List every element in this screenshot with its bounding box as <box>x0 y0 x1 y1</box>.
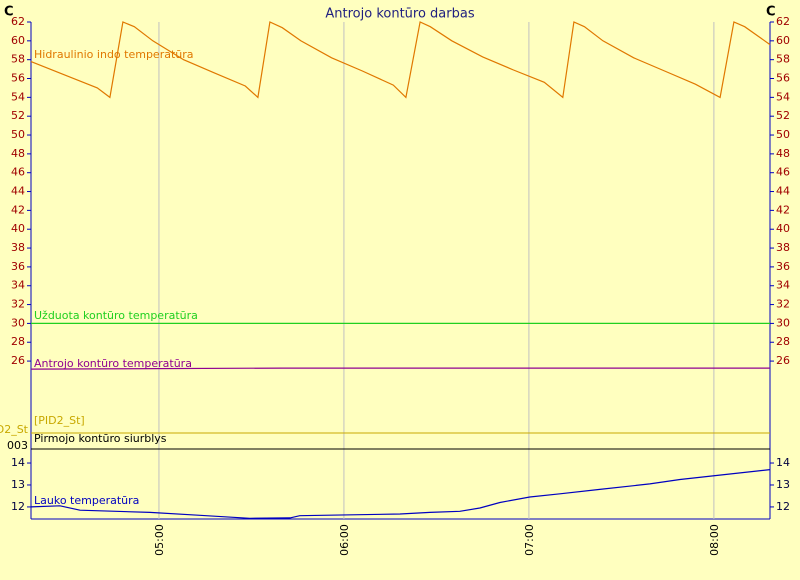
legend-label: Hidraulinio indo temperatūra <box>34 48 194 61</box>
y-tick-label-right: 54 <box>776 90 790 103</box>
y-tick-label: 26 <box>11 354 25 367</box>
y-tick-label: 38 <box>11 241 25 254</box>
y-tick-label: 30 <box>11 316 25 329</box>
lane-label: 003 <box>7 439 28 452</box>
y-tick-label: 42 <box>11 203 25 216</box>
y-tick-label-right: 52 <box>776 109 790 122</box>
y-tick-label: 36 <box>11 260 25 273</box>
y-tick-label: 12 <box>11 500 25 513</box>
legend-label: Užduota kontūro temperatūra <box>34 309 198 322</box>
y-tick-label-right: 36 <box>776 260 790 273</box>
x-tick-label: 05:00 <box>153 524 166 556</box>
y-tick-label: 34 <box>11 279 25 292</box>
y-tick-label-right: 50 <box>776 128 790 141</box>
legend-label: Antrojo kontūro temperatūra <box>34 357 192 370</box>
y-tick-label: 48 <box>11 147 25 160</box>
y-tick-label: 52 <box>11 109 25 122</box>
y-tick-label: 13 <box>11 478 25 491</box>
y-tick-label-right: 62 <box>776 15 790 28</box>
lane-label: D2_St <box>0 423 29 436</box>
x-tick-label: 08:00 <box>708 524 721 556</box>
legend-label: Lauko temperatūra <box>34 494 139 507</box>
y-tick-label: 32 <box>11 298 25 311</box>
y-tick-label-right: 60 <box>776 34 790 47</box>
chart-title: Antrojo kontūro darbas <box>325 7 474 22</box>
y-tick-label-right: 14 <box>776 456 790 469</box>
y-tick-label-right: 13 <box>776 478 790 491</box>
y-tick-label-right: 30 <box>776 316 790 329</box>
y-tick-label-right: 42 <box>776 203 790 216</box>
y-tick-label-right: 12 <box>776 500 790 513</box>
y-tick-label-right: 58 <box>776 53 790 66</box>
y-tick-label: 50 <box>11 128 25 141</box>
y-tick-label: 58 <box>11 53 25 66</box>
x-tick-label: 07:00 <box>523 524 536 556</box>
y-tick-label-right: 46 <box>776 166 790 179</box>
y-tick-label: 28 <box>11 335 25 348</box>
y-tick-label: 56 <box>11 72 25 85</box>
x-tick-label: 06:00 <box>338 524 351 556</box>
legend-label: [PID2_St] <box>34 414 85 427</box>
series-line <box>30 21 771 99</box>
y-tick-label-right: 48 <box>776 147 790 160</box>
y-tick-label-right: 56 <box>776 72 790 85</box>
y-tick-label-right: 44 <box>776 185 790 198</box>
legend-label: Pirmojo kontūro siurblys <box>34 432 167 445</box>
y-tick-label-right: 26 <box>776 354 790 367</box>
y-tick-label-right: 40 <box>776 222 790 235</box>
y-tick-label: 44 <box>11 185 25 198</box>
series-line <box>30 367 770 370</box>
y-tick-label: 14 <box>11 456 25 469</box>
y-tick-label: 62 <box>11 15 25 28</box>
y-tick-label-right: 38 <box>776 241 790 254</box>
y-axis-label-right: C <box>766 5 776 20</box>
y-tick-label-right: 32 <box>776 298 790 311</box>
series-line <box>30 469 771 519</box>
y-tick-label: 40 <box>11 222 25 235</box>
y-tick-label: 60 <box>11 34 25 47</box>
y-tick-label: 54 <box>11 90 25 103</box>
y-axis-label: C <box>4 5 14 20</box>
y-tick-label-right: 34 <box>776 279 790 292</box>
y-tick-label-right: 28 <box>776 335 790 348</box>
y-tick-label: 46 <box>11 166 25 179</box>
